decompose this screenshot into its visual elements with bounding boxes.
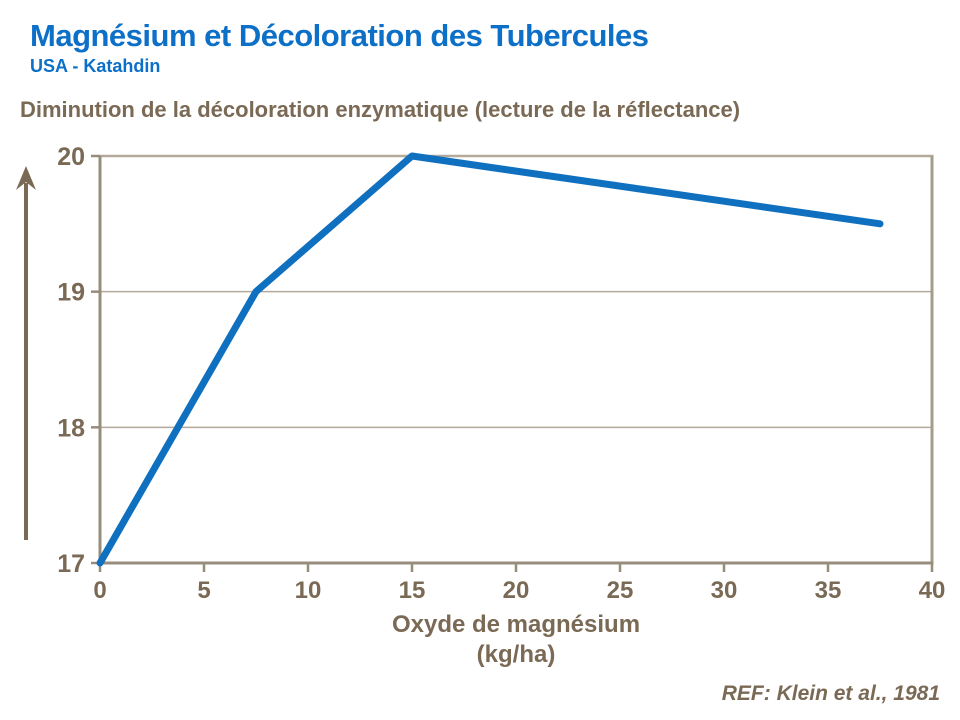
arrow-head <box>16 166 36 190</box>
x-axis-title: Oxyde de magnésium (kg/ha) <box>0 610 960 670</box>
x-tick-label: 25 <box>607 577 634 604</box>
x-axis-title-line1: Oxyde de magnésium <box>391 611 641 638</box>
x-tick-label: 30 <box>711 577 738 604</box>
x-tick-label: 5 <box>197 577 210 604</box>
y-tick-label: 19 <box>57 279 85 307</box>
gridlines <box>100 290 932 429</box>
x-axis-title-line2: (kg/ha) <box>476 641 556 668</box>
x-tick-label: 35 <box>815 577 842 604</box>
data-line <box>96 152 884 567</box>
y-tick-label: 20 <box>57 143 85 171</box>
axis-frame <box>98 154 934 565</box>
x-tick-label: 20 <box>503 577 530 604</box>
y-tick-label: 17 <box>57 550 85 578</box>
x-tick-label: 40 <box>919 577 946 604</box>
page-title: Magnésium et Décoloration des Tubercules <box>30 18 649 53</box>
y-tick-label: 18 <box>57 414 85 442</box>
chart-heading: Diminution de la décoloration enzymatiqu… <box>20 97 741 122</box>
reference-note: REF: Klein et al., 1981 <box>721 682 940 705</box>
x-tick-label: 0 <box>93 577 106 604</box>
x-tick-label: 15 <box>399 577 426 604</box>
tick-labels: 0 5 10 15 20 25 30 35 40 17 18 19 20 <box>57 143 945 604</box>
series-line <box>96 152 884 567</box>
page-subtitle: USA - Katahdin <box>30 56 161 76</box>
x-tick-label: 10 <box>295 577 322 604</box>
y-axis-arrow-icon <box>16 166 36 540</box>
